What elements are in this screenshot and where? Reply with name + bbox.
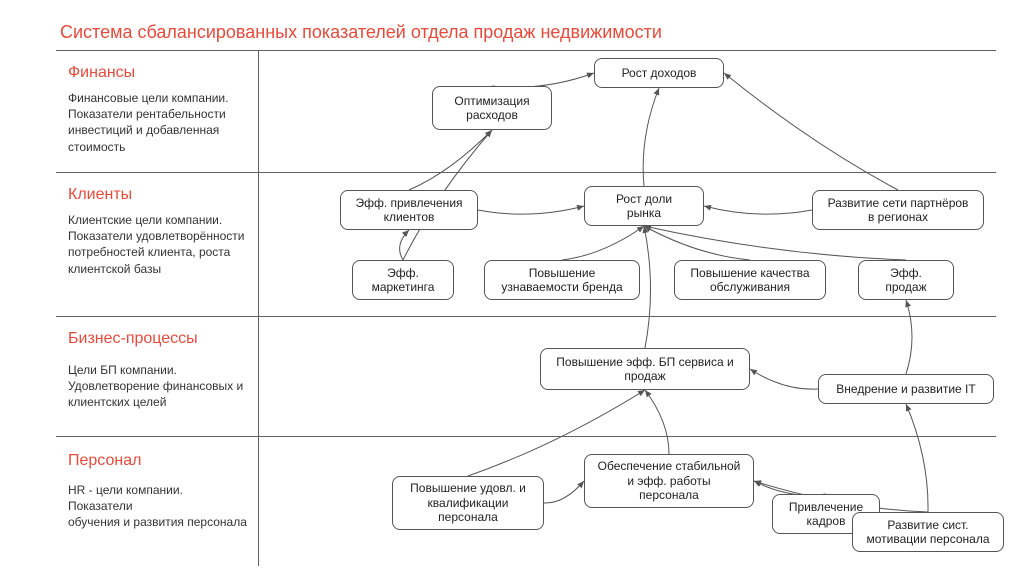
node-it-dev: Внедрение и развитие IT [818, 374, 994, 404]
vertical-divider [258, 50, 259, 566]
node-staff-stable: Обеспечение стабильной и эфф. работы пер… [584, 454, 754, 508]
section-divider [56, 172, 996, 173]
node-income-growth: Рост доходов [594, 58, 724, 88]
node-eff-marketing: Эфф. маркетинга [352, 260, 454, 300]
section-desc: Цели БП компании. Удовлетворение финансо… [68, 362, 248, 411]
node-bp-service-sales: Повышение эфф. БП сервиса и продаж [540, 348, 750, 390]
section-label: Клиенты Клиентские цели компании. Показат… [68, 186, 248, 277]
node-partner-network: Развитие сети партнёров в регионах [812, 190, 984, 230]
edge [906, 300, 912, 374]
edge [478, 206, 584, 214]
section-label: Персонал HR - цели компании. Показатели о… [68, 452, 248, 531]
edge [906, 404, 928, 512]
node-staff-qual: Повышение удовл. и квалификации персонал… [392, 476, 544, 530]
node-eff-clients: Эфф. привлечения клиентов [340, 190, 478, 230]
edge [645, 390, 669, 454]
page-title: Система сбалансированных показателей отд… [60, 22, 662, 43]
section-heading: Финансы [68, 64, 248, 82]
section-heading: Бизнес-процессы [68, 330, 248, 348]
edge [544, 481, 584, 503]
node-motivation-system: Развитие сист. мотивации персонала [852, 512, 1004, 552]
section-label: Бизнес-процессы Цели БП компании. Удовлет… [68, 330, 248, 411]
section-divider [56, 436, 996, 437]
edge [750, 369, 818, 389]
section-heading: Персонал [68, 452, 248, 470]
node-market-share: Рост доли рынка [584, 186, 704, 226]
section-label: Финансы Финансовые цели компании. Показат… [68, 64, 248, 155]
node-cost-opt: Оптимизация расходов [432, 86, 552, 130]
section-desc: Финансовые цели компании. Показатели рен… [68, 90, 248, 155]
node-service-quality: Повышение качества обслуживания [674, 260, 826, 300]
section-desc: Клиентские цели компании. Показатели удо… [68, 212, 248, 277]
node-eff-sales: Эфф. продаж [858, 260, 954, 300]
edge [704, 206, 812, 214]
section-divider [56, 50, 996, 51]
section-divider [56, 316, 996, 317]
edge [562, 226, 644, 260]
edge [409, 130, 492, 190]
edge [644, 226, 651, 348]
node-brand-awareness: Повышение узнаваемости бренда [484, 260, 640, 300]
edge [644, 226, 906, 260]
section-heading: Клиенты [68, 186, 248, 204]
edge [644, 226, 750, 260]
section-desc: HR - цели компании. Показатели обучения … [68, 482, 248, 531]
edge [400, 230, 409, 260]
diagram-page: Система сбалансированных показателей отд… [0, 0, 1024, 576]
